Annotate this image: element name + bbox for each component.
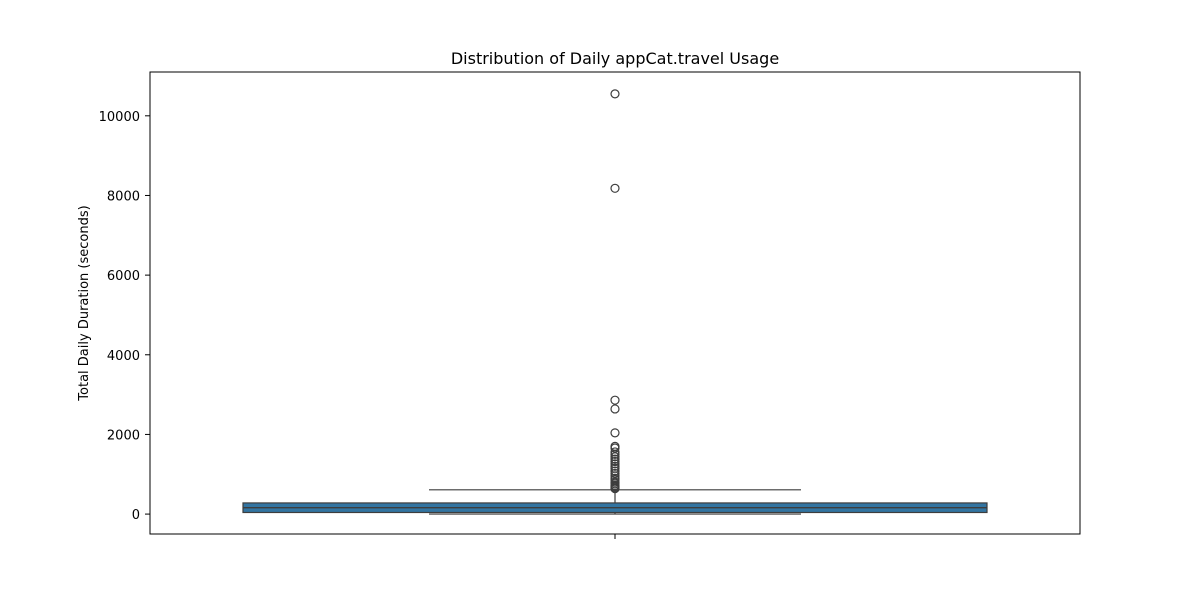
outlier-point [610, 454, 620, 464]
outlier-point [610, 452, 620, 462]
outlier-point [610, 428, 620, 438]
box-plot [242, 89, 988, 515]
outlier-point [610, 443, 620, 453]
y-axis-label: Total Daily Duration (seconds) [77, 205, 92, 401]
y-tick-label: 10000 [99, 110, 140, 125]
outlier-point [610, 404, 620, 414]
y-axis: 0 2000 4000 6000 8000 10000 [99, 110, 150, 523]
outlier-point [610, 468, 620, 479]
outlier-point [610, 89, 620, 99]
outlier-point [610, 466, 620, 476]
outlier-point [610, 183, 620, 193]
chart-title: Distribution of Daily appCat.travel Usag… [451, 49, 779, 68]
outlier-point [610, 483, 620, 494]
outlier-point [610, 449, 620, 459]
outlier-point [610, 395, 620, 405]
y-tick-label: 8000 [107, 189, 140, 204]
y-tick-label: 4000 [107, 349, 140, 364]
y-tick-label: 0 [132, 508, 140, 523]
outlier-point [610, 459, 620, 469]
outlier-point [610, 447, 620, 457]
outlier-point [610, 456, 620, 467]
y-tick-label: 2000 [107, 428, 140, 443]
y-tick-label: 6000 [107, 269, 140, 284]
